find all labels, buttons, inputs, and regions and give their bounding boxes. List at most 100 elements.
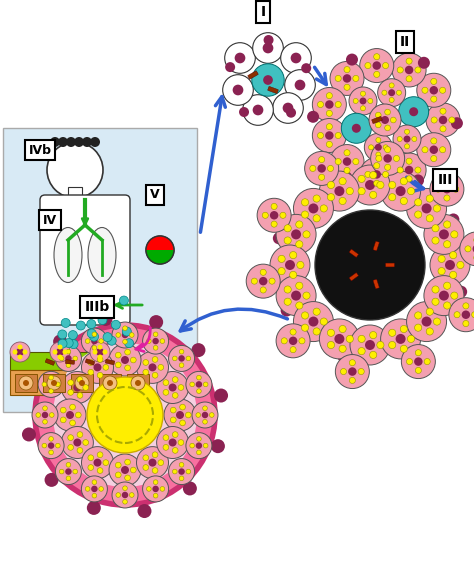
Circle shape [191,343,205,357]
Circle shape [65,355,72,362]
Circle shape [369,104,401,136]
Circle shape [460,232,474,266]
Text: IVb: IVb [28,144,52,157]
Circle shape [55,459,82,484]
Circle shape [196,442,202,449]
Circle shape [42,443,46,448]
Circle shape [415,324,422,331]
Circle shape [424,359,430,365]
Circle shape [169,384,177,392]
Circle shape [280,212,286,218]
Circle shape [463,320,469,327]
Circle shape [358,335,365,343]
Circle shape [129,333,134,337]
Circle shape [410,343,421,355]
Circle shape [301,312,309,319]
Circle shape [186,469,191,474]
Circle shape [116,492,120,498]
Circle shape [384,164,391,170]
Circle shape [87,329,96,338]
Bar [10,352,160,370]
Circle shape [431,117,437,123]
Circle shape [426,328,433,335]
FancyBboxPatch shape [372,116,383,124]
Circle shape [447,213,459,226]
Circle shape [344,168,350,173]
Circle shape [38,372,64,397]
Circle shape [278,267,285,275]
Circle shape [340,171,352,183]
Circle shape [12,349,18,355]
Circle shape [389,83,394,88]
Circle shape [192,402,218,428]
Circle shape [397,136,402,141]
Circle shape [69,340,78,349]
Circle shape [285,260,295,270]
Circle shape [179,462,184,467]
Circle shape [70,404,75,410]
Circle shape [438,255,445,263]
Circle shape [22,349,27,355]
Circle shape [339,325,346,333]
Circle shape [79,380,85,386]
Circle shape [170,407,176,413]
Circle shape [82,351,113,384]
Circle shape [148,459,156,467]
Circle shape [179,349,184,354]
Circle shape [424,214,464,254]
Circle shape [190,382,194,386]
Circle shape [473,245,474,253]
Circle shape [444,195,450,201]
Circle shape [389,341,396,349]
Circle shape [422,146,428,153]
Circle shape [49,437,54,441]
Circle shape [178,355,185,362]
Circle shape [373,62,381,70]
Circle shape [179,476,184,481]
Circle shape [400,197,408,205]
Circle shape [251,278,257,284]
Circle shape [365,63,371,68]
Circle shape [353,75,359,82]
Circle shape [381,171,420,211]
Circle shape [450,251,457,259]
Circle shape [301,324,309,331]
Circle shape [148,363,156,372]
Circle shape [334,334,345,344]
Circle shape [435,186,441,192]
Circle shape [68,435,73,441]
Circle shape [349,377,356,384]
Circle shape [335,355,369,389]
Circle shape [121,466,129,474]
Circle shape [59,356,64,361]
Circle shape [377,181,384,189]
Circle shape [96,348,104,356]
Circle shape [400,178,408,185]
Circle shape [365,133,392,161]
Bar [127,374,149,392]
Circle shape [153,493,158,498]
Circle shape [440,126,446,132]
Circle shape [406,58,412,64]
Circle shape [412,136,417,141]
Circle shape [143,465,149,470]
Circle shape [66,462,71,467]
Circle shape [290,251,297,259]
Text: IV: IV [43,214,57,226]
Circle shape [328,194,335,201]
Circle shape [358,368,364,374]
Circle shape [87,501,101,515]
Circle shape [320,318,328,325]
Circle shape [263,43,273,54]
Circle shape [88,360,94,365]
Circle shape [88,465,94,470]
Circle shape [164,399,196,431]
Circle shape [408,188,415,195]
Circle shape [123,499,128,504]
Circle shape [414,357,423,366]
Circle shape [59,469,64,474]
Circle shape [353,158,359,165]
Circle shape [449,298,474,332]
Circle shape [49,450,54,455]
Circle shape [415,367,421,373]
